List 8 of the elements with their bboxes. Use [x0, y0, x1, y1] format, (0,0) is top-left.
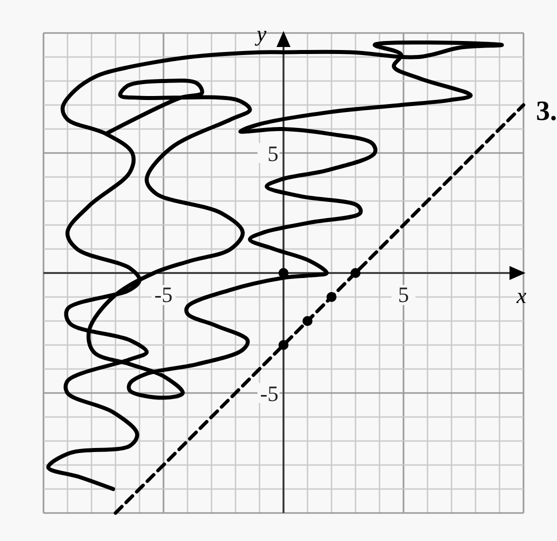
point	[278, 340, 288, 350]
text: 3.	[536, 96, 557, 127]
point	[278, 268, 288, 278]
point	[350, 268, 360, 278]
point	[302, 316, 312, 326]
y-axis-title: y	[254, 21, 267, 46]
x-axis-title: x	[516, 283, 527, 308]
point	[326, 292, 336, 302]
